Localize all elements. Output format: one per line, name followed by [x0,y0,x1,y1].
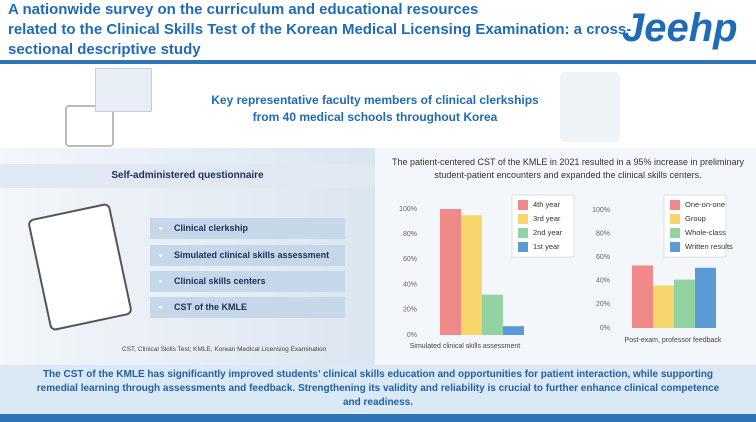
conclusion-bg [0,365,756,414]
legend-label: 3rd year [533,214,561,223]
legend-swatch [670,200,680,210]
list-item: Simulated clinical skills assessment [150,245,345,266]
bar [695,267,716,328]
y-tick-label: 100% [399,206,417,213]
legend-label: Group [685,214,706,223]
x-tick-label: Post-exam, professor feedback [625,337,722,344]
bar [674,279,695,328]
legend-label: Whole-class [685,228,726,237]
footnote: CST, Clinical Skills Test; KMLE, Korean … [122,346,327,353]
y-tick-label: 20% [403,307,417,314]
conclusion: The CST of the KMLE has significantly im… [0,368,756,410]
icon-doctor [560,72,620,142]
legend-swatch [670,214,680,224]
banner-line: from 40 medical schools throughout Korea [252,110,498,124]
legend-swatch [670,242,680,252]
title: A nationwide survey on the curriculum an… [8,0,631,60]
title-line: sectional descriptive study [8,41,201,58]
divider [0,60,756,64]
banner-line: Key representative faculty members of cl… [211,93,539,107]
legend-swatch [518,200,528,210]
bar [482,294,503,335]
intro-line: The patient-centered CST of the KMLE in … [391,157,745,167]
legend-label: One-on-one [685,200,725,209]
y-tick-label: 80% [403,231,417,238]
title-line: related to the Clinical Skills Test of t… [8,21,632,38]
y-tick-label: 0% [407,332,417,339]
panel-heading: Self-administered questionnaire [0,164,375,188]
icon-board [95,68,152,112]
legend-label: 1st year [533,242,560,251]
list-item: Clinical clerkship [150,218,345,239]
y-tick-label: 20% [596,301,610,308]
legend-swatch [518,214,528,224]
conclusion-line: and readiness. [342,397,414,408]
y-tick-label: 80% [596,230,610,237]
legend-swatch [518,242,528,252]
intro-line: student-patient encounters and expanded … [434,170,702,180]
bar [632,265,653,328]
header [0,0,756,60]
y-tick-label: 0% [600,325,610,332]
banner: Key representative faculty members of cl… [200,92,550,126]
title-line: A nationwide survey on the curriculum an… [8,1,479,18]
conclusion-line: remedial learning through assessments an… [36,383,720,394]
bar [503,326,524,335]
footer-stripe [0,414,756,422]
y-tick-label: 60% [596,254,610,261]
legend-label: Written results [685,242,733,251]
icon-building [65,105,114,147]
list-item: Clinical skills centers [150,271,345,292]
y-tick-label: 100% [592,207,610,214]
bar [461,215,482,335]
list-item: CST of the KMLE [150,297,345,318]
results-intro: The patient-centered CST of the KMLE in … [380,156,756,182]
x-tick-label: Simulated clinical skills assessment [410,343,521,350]
legend-swatch [518,228,528,238]
conclusion-line: The CST of the KMLE has significantly im… [42,369,714,380]
y-tick-label: 40% [596,278,610,285]
y-tick-label: 60% [403,256,417,263]
bar [440,209,461,335]
y-tick-label: 40% [403,281,417,288]
bar [653,285,674,328]
legend-swatch [670,228,680,238]
legend-label: 4th year [533,200,561,209]
logo: Jeehp [622,6,738,50]
legend-label: 2nd year [533,228,563,237]
